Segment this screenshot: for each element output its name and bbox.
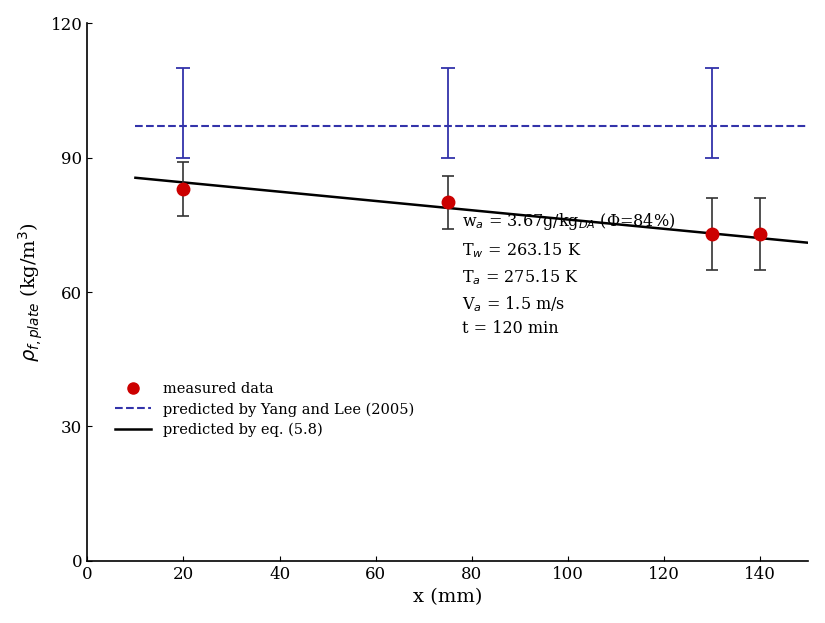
Text: w$_{a}$ = 3.67g/kg$_{DA}$ (Φ=84%)
T$_{w}$ = 263.15 K
T$_{a}$ = 275.15 K
V$_{a}$ : w$_{a}$ = 3.67g/kg$_{DA}$ (Φ=84%) T$_{w}…: [462, 211, 676, 338]
Legend: measured data, predicted by Yang and Lee (2005), predicted by eq. (5.8): measured data, predicted by Yang and Lee…: [109, 376, 420, 442]
Y-axis label: $\rho_{f,plate}$ (kg/m$^3$): $\rho_{f,plate}$ (kg/m$^3$): [16, 222, 45, 362]
X-axis label: x (mm): x (mm): [413, 588, 483, 606]
